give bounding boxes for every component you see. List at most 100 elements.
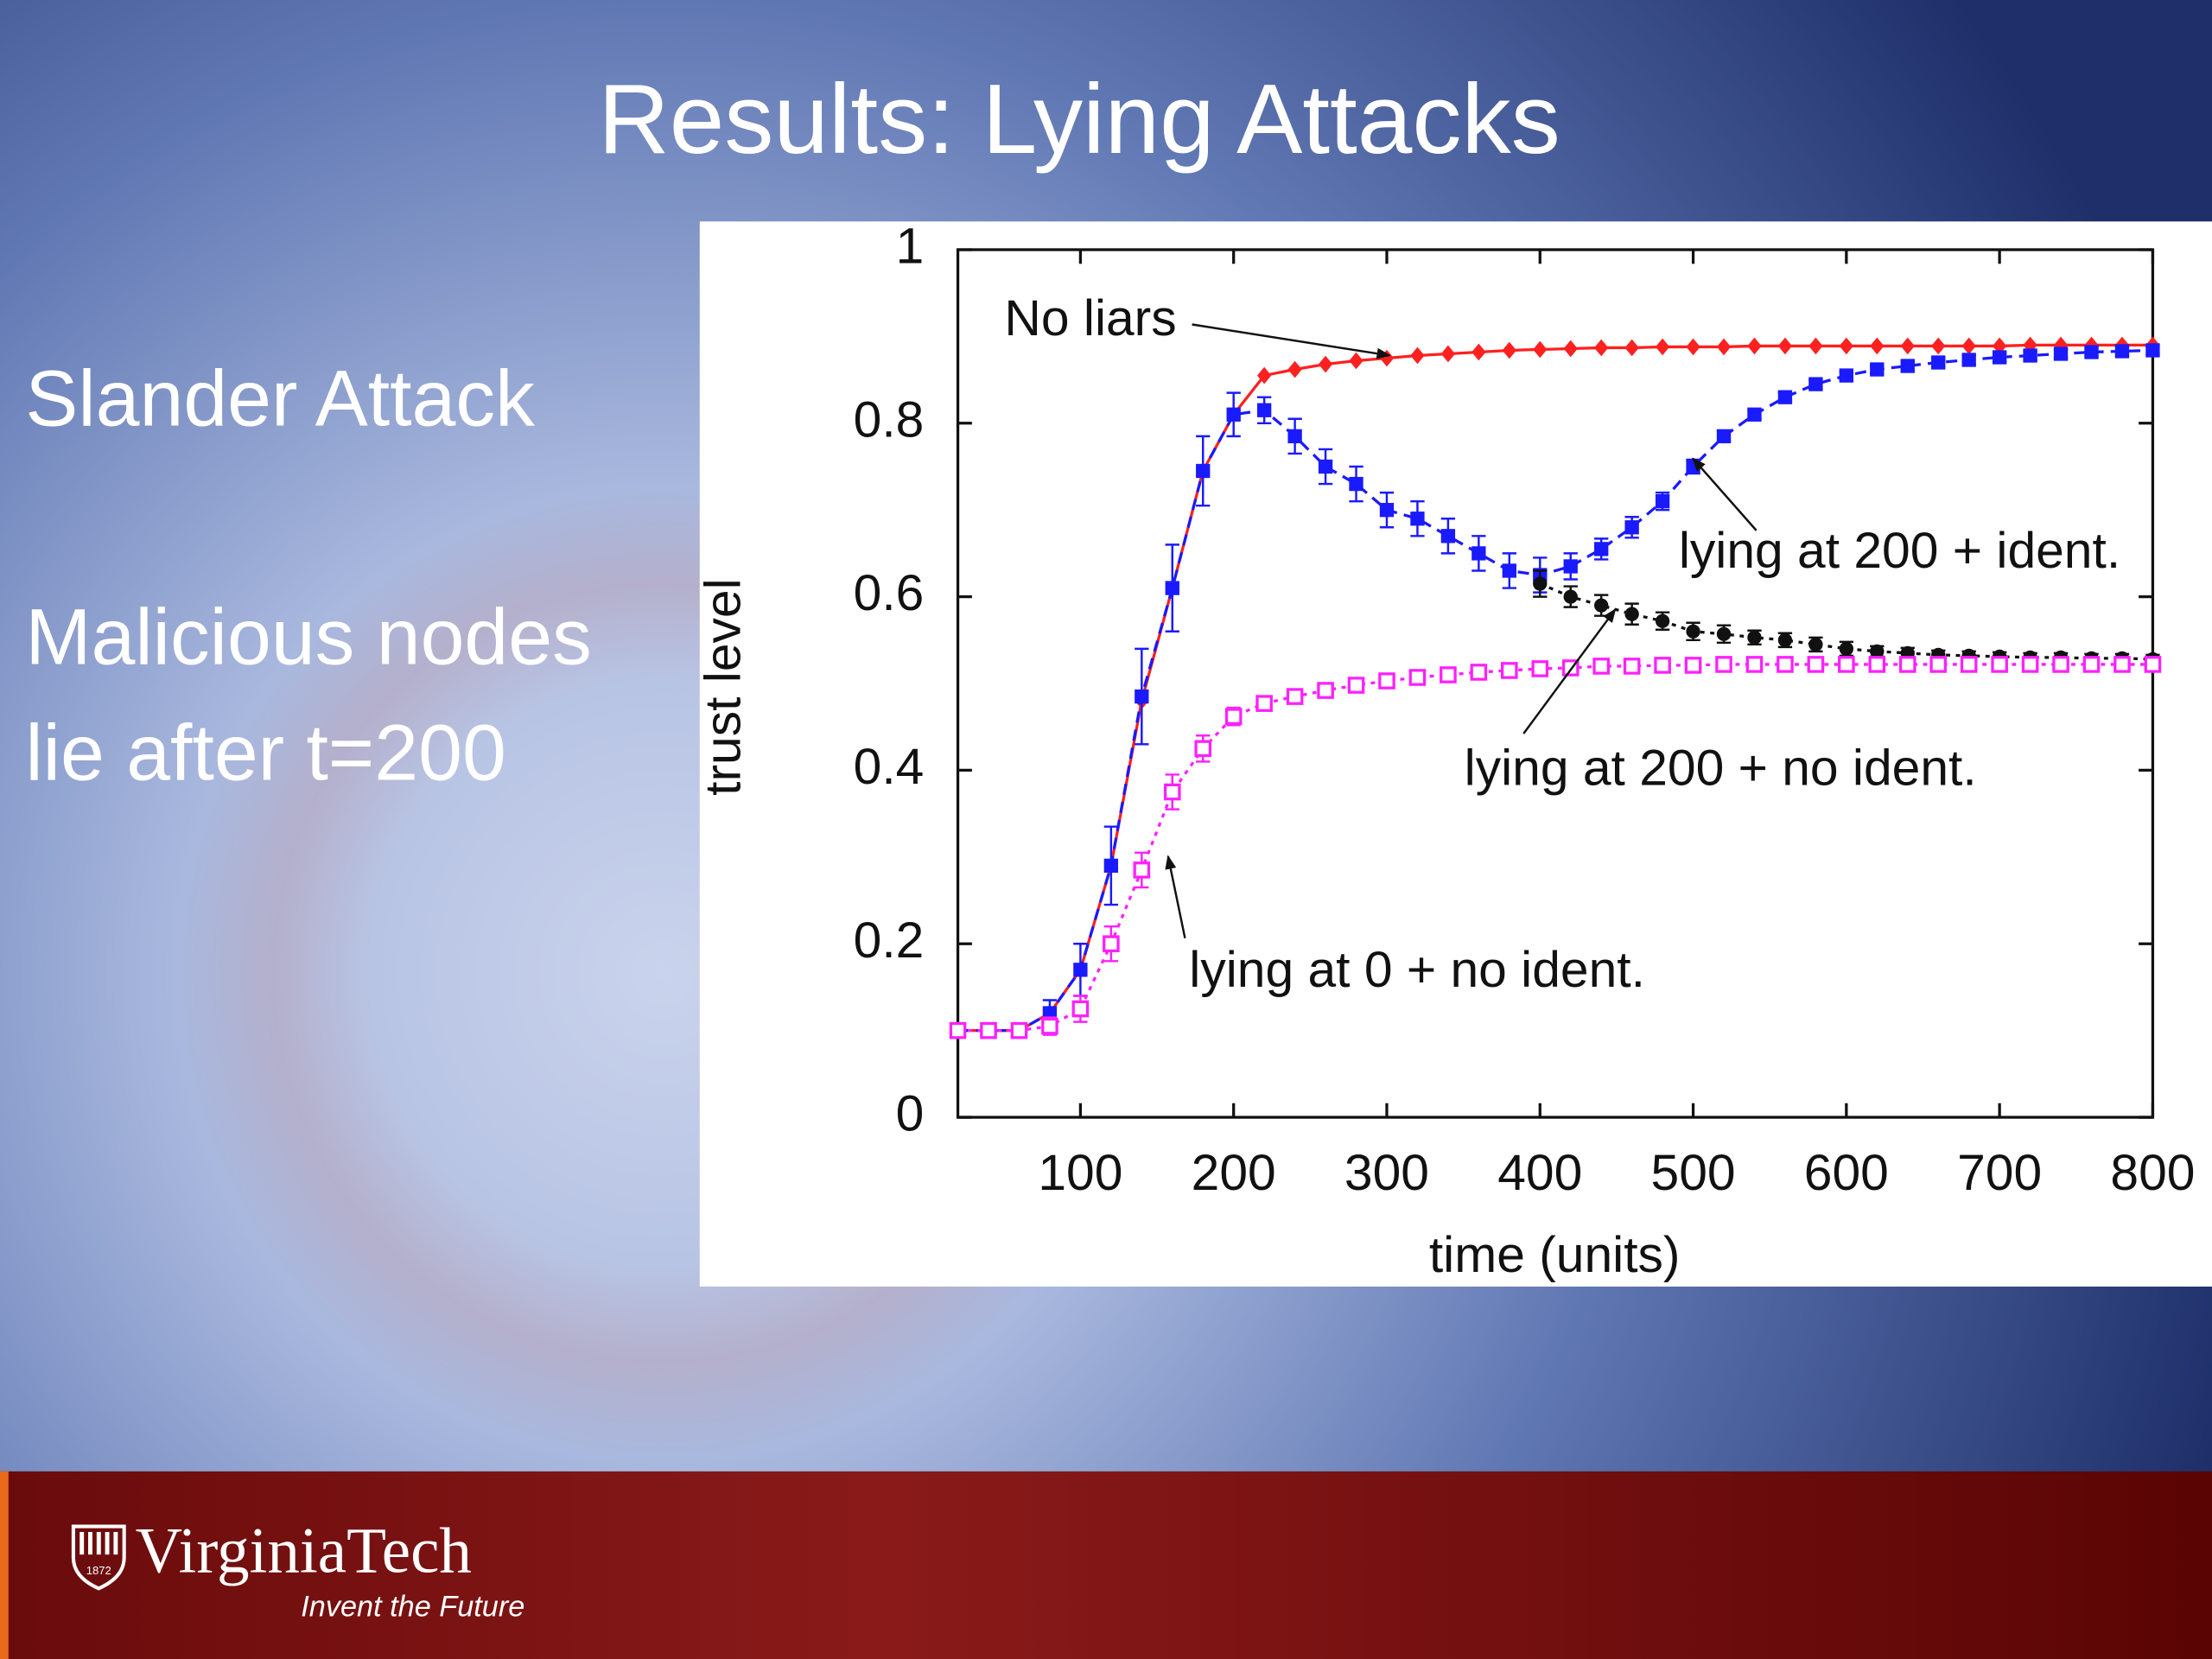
point xyxy=(1502,563,1516,578)
point xyxy=(1777,656,1794,673)
point xyxy=(1868,656,1886,673)
point xyxy=(1410,346,1425,365)
point xyxy=(1655,613,1670,628)
x-tick-label: 400 xyxy=(1497,1145,1582,1201)
footer-accent xyxy=(0,1471,9,1659)
point xyxy=(1655,494,1670,509)
annotation: lying at 200 + ident. xyxy=(1679,523,2120,579)
point xyxy=(1777,390,1793,404)
x-tick-label: 600 xyxy=(1804,1145,1889,1201)
footer-band xyxy=(0,1471,2212,1659)
point xyxy=(980,1021,997,1039)
point xyxy=(2023,348,2037,363)
point xyxy=(1318,459,1333,474)
point xyxy=(1931,355,1946,370)
point xyxy=(1654,657,1671,674)
point xyxy=(1347,677,1365,694)
point xyxy=(1594,542,1609,556)
point xyxy=(1624,607,1639,621)
point xyxy=(1839,641,1854,657)
point xyxy=(1224,708,1243,725)
point xyxy=(2113,656,2131,673)
point xyxy=(1747,630,1762,645)
point xyxy=(1471,546,1486,561)
slide-title: Results: Lying Attacks xyxy=(598,65,1560,175)
plot-frame xyxy=(956,248,2155,1119)
annotation-arrow xyxy=(1692,457,1758,531)
x-tick-label: 300 xyxy=(1344,1145,1429,1201)
point xyxy=(1071,1000,1090,1018)
point xyxy=(1715,656,1732,673)
annotation: lying at 200 + no ident. xyxy=(1465,741,1977,797)
point xyxy=(1808,377,1823,391)
bullet: Slander Attack xyxy=(25,355,535,443)
point xyxy=(1624,520,1639,535)
logo-shield xyxy=(71,1524,126,1591)
point xyxy=(1501,662,1518,679)
point xyxy=(1073,963,1088,977)
point xyxy=(1594,339,1609,357)
y-axis-label: trust level xyxy=(695,578,751,795)
point xyxy=(1410,512,1425,526)
point xyxy=(1196,463,1211,479)
point xyxy=(1379,503,1395,518)
point xyxy=(1870,362,1885,377)
series xyxy=(949,656,2162,1039)
y-tick-label: 0.4 xyxy=(854,739,925,795)
y-tick-label: 0.2 xyxy=(854,912,925,969)
point xyxy=(1563,559,1578,574)
point xyxy=(1870,644,1885,659)
point xyxy=(1592,658,1610,675)
point xyxy=(1287,429,1302,444)
point xyxy=(1103,858,1119,874)
y-tick-label: 0.8 xyxy=(854,391,925,448)
point xyxy=(1408,669,1427,686)
point xyxy=(1440,666,1457,683)
point xyxy=(1255,695,1273,712)
x-tick-label: 100 xyxy=(1038,1145,1122,1201)
point xyxy=(1563,340,1578,358)
point xyxy=(1563,589,1578,604)
point xyxy=(1533,340,1548,359)
point xyxy=(1133,861,1151,879)
annotation-arrow xyxy=(1192,323,1391,359)
point xyxy=(1226,407,1241,422)
point xyxy=(2084,345,2099,359)
series-line xyxy=(957,663,2153,1033)
point xyxy=(1287,360,1302,378)
point xyxy=(1349,476,1363,492)
point xyxy=(2114,344,2130,359)
point xyxy=(1807,656,1825,673)
x-tick-label: 700 xyxy=(1957,1145,2042,1201)
point xyxy=(1041,1017,1058,1035)
point xyxy=(1624,339,1639,357)
point xyxy=(1716,429,1732,444)
point xyxy=(2145,343,2160,358)
point xyxy=(1808,637,1823,652)
point xyxy=(1747,407,1762,422)
bullet: lie after t=200 xyxy=(25,709,505,798)
point xyxy=(1470,664,1488,681)
point xyxy=(1165,581,1179,595)
point xyxy=(1961,353,1976,367)
point xyxy=(1594,598,1609,613)
annotation-arrow xyxy=(1522,607,1617,734)
point xyxy=(1533,576,1548,591)
y-tick-label: 1 xyxy=(896,219,925,275)
point xyxy=(1010,1021,1028,1039)
x-tick-label: 800 xyxy=(2110,1145,2195,1201)
logo-wordmark: VirginiaTech xyxy=(136,1516,472,1587)
x-tick-label: 500 xyxy=(1651,1145,1736,1201)
point xyxy=(1531,660,1549,677)
point xyxy=(1103,935,1120,953)
point xyxy=(1318,355,1333,373)
point xyxy=(1716,626,1732,641)
point xyxy=(1135,689,1149,704)
point xyxy=(1991,656,2008,673)
point xyxy=(1378,672,1395,690)
point xyxy=(1745,656,1764,673)
x-axis-label: time (units) xyxy=(1429,1227,1681,1283)
x-tick-label: 200 xyxy=(1192,1145,1276,1201)
